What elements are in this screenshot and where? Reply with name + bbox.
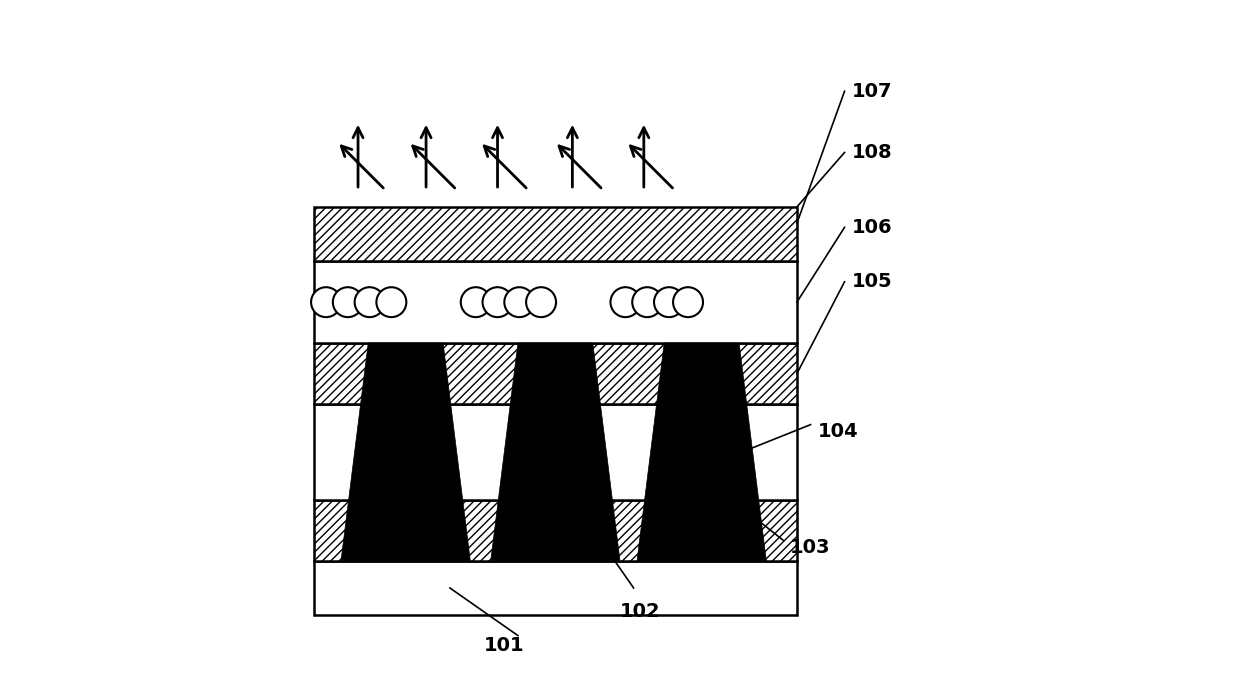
Text: 101: 101 xyxy=(484,637,525,655)
Text: 102: 102 xyxy=(620,602,661,622)
Polygon shape xyxy=(491,343,620,560)
Bar xyxy=(314,560,797,615)
Circle shape xyxy=(355,287,384,317)
Circle shape xyxy=(610,287,640,317)
Bar xyxy=(314,404,797,499)
Text: 108: 108 xyxy=(852,143,892,162)
Circle shape xyxy=(482,287,512,317)
Polygon shape xyxy=(341,343,470,560)
Circle shape xyxy=(653,287,684,317)
Text: 106: 106 xyxy=(852,218,892,237)
Circle shape xyxy=(632,287,662,317)
Circle shape xyxy=(526,287,556,317)
Text: 104: 104 xyxy=(817,422,858,441)
Bar xyxy=(314,261,797,343)
Circle shape xyxy=(377,287,407,317)
Circle shape xyxy=(505,287,534,317)
Bar xyxy=(314,207,797,261)
Circle shape xyxy=(461,287,491,317)
Circle shape xyxy=(332,287,363,317)
Bar xyxy=(314,343,797,404)
Text: 105: 105 xyxy=(852,272,892,292)
Circle shape xyxy=(673,287,703,317)
Polygon shape xyxy=(637,343,766,560)
Text: 103: 103 xyxy=(790,538,831,556)
Text: 107: 107 xyxy=(852,82,892,101)
Bar xyxy=(314,499,797,560)
Circle shape xyxy=(311,287,341,317)
